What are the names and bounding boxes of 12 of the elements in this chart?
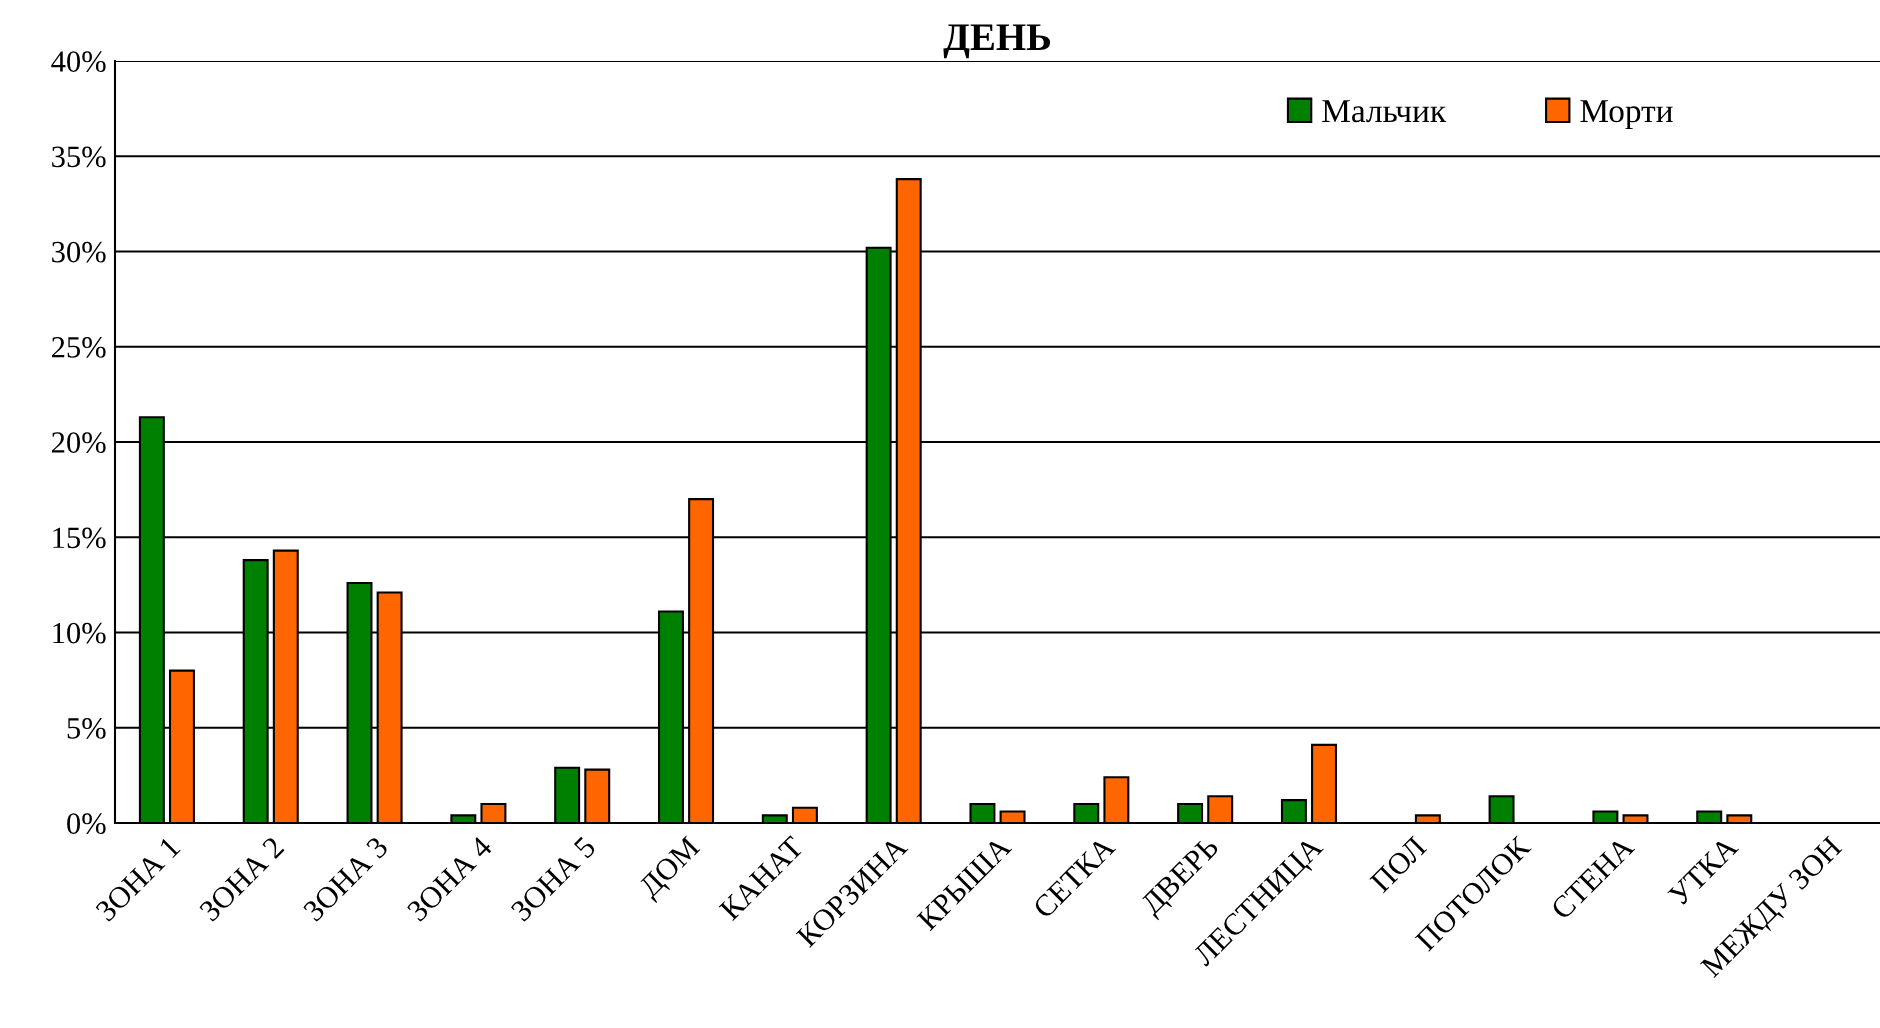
legend-label: Мальчик xyxy=(1322,100,1447,123)
y-tick-label: 0% xyxy=(67,813,106,834)
chart-title: ДЕНЬ xyxy=(943,24,1051,59)
y-tick-label: 5% xyxy=(67,718,106,739)
y-tick-label: 20% xyxy=(52,432,106,453)
y-tick-label: 35% xyxy=(52,146,106,168)
y-tick-label: 25% xyxy=(52,337,106,358)
y-tick-label: 40% xyxy=(51,51,106,72)
y-tick-label: 10% xyxy=(53,622,106,644)
y-tick-label: 30% xyxy=(52,241,106,263)
y-tick-label: 15% xyxy=(53,527,106,549)
legend-label: Морти xyxy=(1580,100,1673,130)
